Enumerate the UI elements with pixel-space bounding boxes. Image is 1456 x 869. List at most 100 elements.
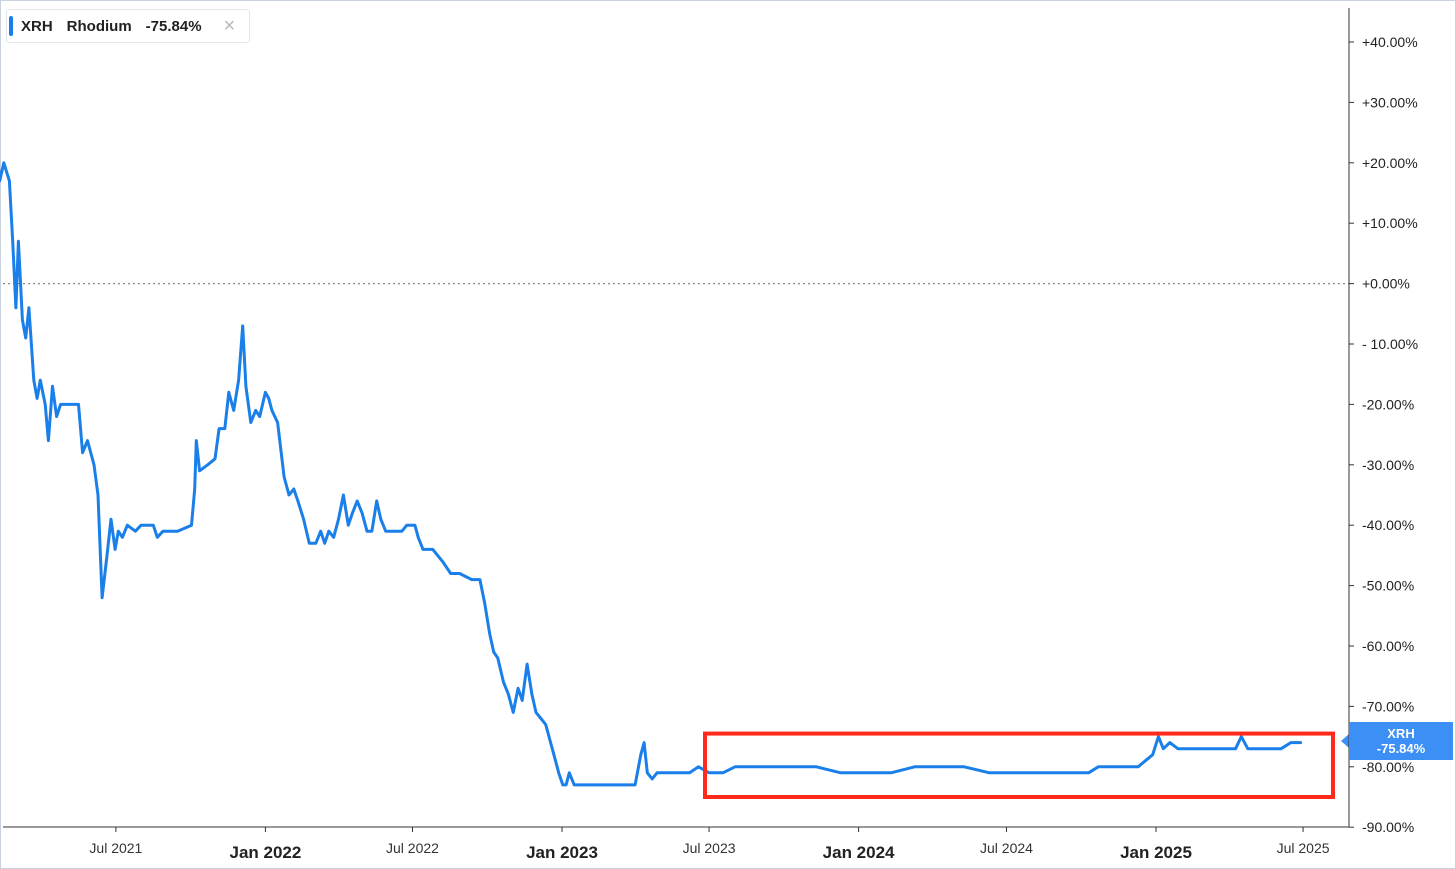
data-point (217, 427, 221, 430)
data-point (51, 385, 54, 388)
y-tick-label: -20.00% (1362, 396, 1414, 412)
data-point (478, 578, 482, 581)
data-point (332, 536, 335, 539)
y-tick-label: -50.00% (1362, 578, 1414, 594)
data-point (639, 753, 642, 756)
data-point (77, 403, 80, 406)
axis-layer: +40.00% +30.00% +20.00% +10.00% +0.00% - 10.0… (3, 8, 1418, 862)
data-point (161, 530, 165, 533)
y-tick-label: -70.00% (1362, 698, 1414, 714)
data-point (314, 542, 317, 545)
data-point (1176, 747, 1180, 750)
data-point (55, 415, 58, 418)
y-tick-label: +20.00% (1362, 155, 1418, 171)
data-point (81, 451, 84, 454)
data-point (633, 783, 637, 787)
last-value-pointer (1341, 734, 1349, 748)
data-point (342, 493, 345, 497)
highlight-box (703, 731, 1335, 800)
data-point (426, 548, 430, 551)
data-point (244, 385, 248, 388)
data-point (1151, 753, 1154, 756)
data-point (347, 524, 350, 527)
data-point (1097, 765, 1100, 768)
data-point (573, 783, 576, 787)
data-point (530, 693, 534, 696)
data-point (697, 765, 700, 768)
legend-chip[interactable]: XRH Rhodium -75.84% × (6, 9, 251, 43)
data-point (988, 771, 991, 774)
y-tick-label: -90.00% (1362, 819, 1414, 835)
data-point (1168, 741, 1172, 744)
data-point (1037, 771, 1041, 774)
y-tick-label: -80.00% (1362, 759, 1414, 775)
data-point (1191, 747, 1194, 750)
x-tick-label: Jul 2025 (1277, 840, 1330, 856)
data-point (1136, 765, 1140, 768)
data-point (655, 771, 659, 774)
data-point (507, 693, 510, 696)
data-point (249, 421, 252, 424)
data-point (379, 518, 382, 521)
y-tick-label: - 10.00% (1362, 336, 1418, 352)
data-point (1211, 747, 1215, 750)
data-point (564, 783, 568, 787)
data-point (1267, 747, 1271, 750)
data-point (593, 783, 596, 787)
data-point (1012, 771, 1015, 774)
data-point (32, 379, 35, 382)
data-point (100, 596, 104, 599)
data-point (365, 530, 369, 533)
data-point (337, 518, 340, 521)
data-point (1246, 747, 1250, 750)
data-point (232, 409, 235, 412)
x-tick-label: Jan 2022 (229, 843, 301, 862)
data-point (227, 391, 230, 394)
data-point (134, 530, 137, 533)
data-point (557, 771, 560, 774)
data-point (815, 765, 818, 768)
series-color-swatch (9, 16, 13, 36)
series-layer (0, 161, 1303, 787)
data-point (27, 306, 31, 309)
data-point (1299, 741, 1302, 744)
data-point (375, 499, 378, 503)
data-point (1234, 747, 1237, 750)
data-point (544, 723, 547, 726)
data-point (642, 741, 646, 744)
data-point (296, 499, 300, 503)
data-point (743, 765, 746, 768)
data-point (488, 632, 491, 636)
data-point (190, 524, 193, 527)
data-point (276, 421, 279, 424)
data-point (323, 542, 326, 545)
data-point (1162, 747, 1165, 750)
close-icon[interactable]: × (223, 14, 236, 37)
data-point (254, 409, 257, 412)
data-point (913, 765, 916, 768)
data-point (1279, 747, 1283, 750)
y-tick-label: +0.00% (1362, 276, 1410, 292)
data-point (889, 771, 893, 774)
data-point (2, 161, 5, 164)
data-point (707, 771, 711, 774)
data-point (176, 530, 179, 533)
data-point (441, 560, 444, 563)
data-point (223, 427, 226, 430)
data-point (24, 336, 27, 340)
data-point (1087, 771, 1090, 774)
data-point (264, 391, 267, 394)
data-point (308, 542, 311, 545)
data-point (105, 554, 109, 557)
data-point (512, 711, 515, 714)
x-tick-label: Jul 2021 (89, 840, 142, 856)
data-point (47, 439, 50, 442)
data-point (661, 771, 664, 774)
y-tick-label: -60.00% (1362, 638, 1414, 654)
data-point (496, 656, 499, 660)
data-point (237, 379, 240, 382)
data-point (152, 524, 155, 527)
data-point (17, 240, 20, 243)
data-point (938, 765, 942, 768)
data-point (292, 487, 295, 491)
